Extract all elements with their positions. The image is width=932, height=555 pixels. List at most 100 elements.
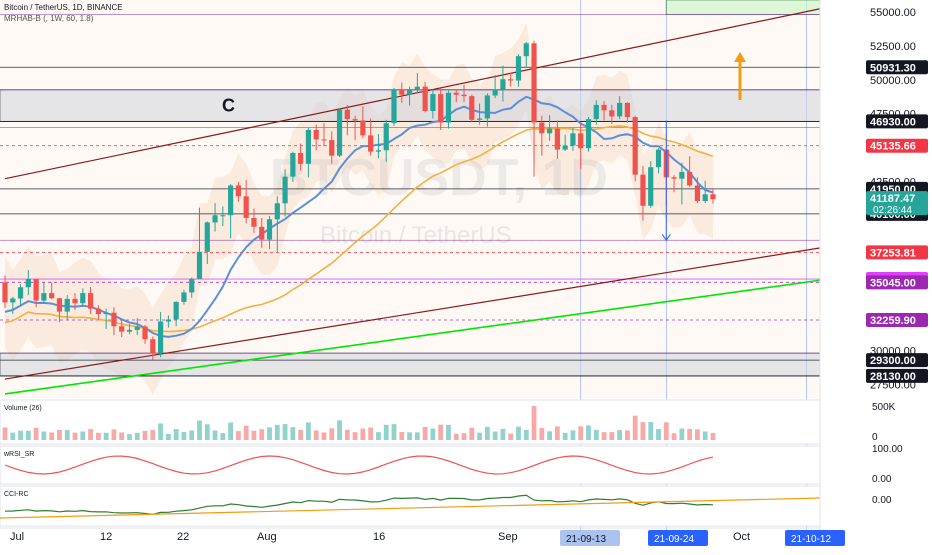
candle-body [189, 278, 195, 293]
level-price-label: 46930.00 [870, 116, 916, 128]
rsi-pane-title: wRSI_SR [3, 451, 34, 458]
level-price-label: 45135.66 [870, 141, 916, 153]
volume-bar [103, 432, 109, 440]
volume-bar [422, 427, 428, 440]
level-price-tag [866, 60, 928, 75]
volume-bar [165, 433, 171, 440]
volume-bar [554, 426, 560, 440]
volume-bar [158, 423, 163, 440]
level-price-label: 29300.00 [870, 355, 916, 367]
time-axis-label: Aug [257, 531, 277, 543]
candle-body [500, 79, 506, 90]
volume-bar [477, 432, 482, 440]
volume-bar [679, 428, 685, 440]
candle-body [134, 326, 140, 330]
volume-axis-label: 0 [872, 432, 878, 443]
current-price-label: 41187.47 [870, 193, 915, 205]
volume-bar [57, 429, 62, 440]
candle-body [243, 196, 249, 218]
candle-body [679, 171, 685, 179]
target-box [665, 0, 821, 16]
volume-bar [640, 422, 646, 440]
volume-bar [407, 432, 412, 440]
time-axis-label: 22 [177, 531, 189, 543]
rsi-line [4, 455, 714, 475]
volume-bar [18, 430, 23, 440]
time-axis-label: Oct [733, 531, 750, 543]
candle-body [391, 89, 397, 124]
volume-bar [212, 430, 218, 440]
volume-bar [282, 424, 288, 440]
candle-body [251, 217, 257, 227]
zone-box [0, 352, 821, 377]
candle-body [368, 135, 374, 152]
volume-bar [41, 431, 47, 440]
volume-bar [376, 432, 381, 440]
volume-bar [539, 428, 545, 440]
level-price-tag [866, 353, 928, 368]
volume-bar [562, 432, 568, 440]
volume-bar [321, 432, 327, 440]
volume-bar [601, 432, 607, 440]
candle-body [2, 282, 8, 303]
candle-body [702, 194, 708, 202]
volume-bar [251, 430, 257, 440]
cci-pane-title: CCI-RC [4, 491, 29, 498]
candle-body [648, 167, 654, 206]
level-price-label: 35045.00 [870, 277, 916, 289]
candle-body [274, 203, 280, 220]
volume-bar [368, 427, 374, 440]
candle-body [181, 292, 187, 302]
candle-body [531, 43, 537, 123]
volume-bar [399, 432, 405, 440]
candle-body [352, 119, 358, 121]
candle-body [438, 94, 444, 123]
volume-bar [10, 432, 16, 440]
volume-bar [547, 431, 552, 440]
volume-bar [243, 425, 249, 440]
candle-body [329, 140, 335, 156]
volume-bar [64, 430, 70, 440]
volume-bar [593, 429, 599, 440]
volume-bar [632, 415, 638, 440]
level-price-label: 32259.90 [870, 315, 916, 327]
volume-bar [617, 430, 623, 440]
volume-bar [290, 427, 296, 440]
cci-line [4, 494, 714, 515]
candle-body [585, 119, 592, 149]
candle-body [624, 102, 630, 118]
volume-bar [33, 427, 39, 440]
candle-body [570, 133, 576, 146]
volume-bar [236, 431, 241, 440]
candle-body [399, 89, 405, 95]
candle-body [49, 293, 55, 299]
candle-body [640, 174, 646, 206]
volume-bar [578, 426, 584, 440]
candle-body [33, 278, 39, 301]
candle-body [165, 319, 171, 322]
volume-bar [508, 433, 514, 440]
candle-body [126, 329, 133, 332]
highlighted-date-label: 21-10-12 [791, 534, 831, 545]
highlighted-date-tag [648, 530, 708, 546]
candle-body [95, 308, 101, 315]
candle-body [515, 56, 522, 81]
candle-body [406, 90, 413, 95]
level-price-tag [866, 245, 928, 260]
candle-body [422, 86, 428, 112]
candle-body [313, 129, 319, 140]
candle-body [17, 287, 24, 299]
candle-body [305, 129, 312, 164]
candle-body [694, 185, 701, 202]
highlighted-date-tag [560, 530, 620, 546]
volume-bar [663, 422, 669, 440]
candle-body [266, 219, 273, 240]
candle-body [290, 152, 296, 177]
candle-body [375, 150, 382, 152]
candle-body [111, 312, 117, 327]
volume-bar [197, 420, 202, 440]
volume-bar [267, 427, 272, 440]
highlighted-date-label: 21-09-13 [566, 534, 606, 545]
candle-body [72, 298, 78, 304]
